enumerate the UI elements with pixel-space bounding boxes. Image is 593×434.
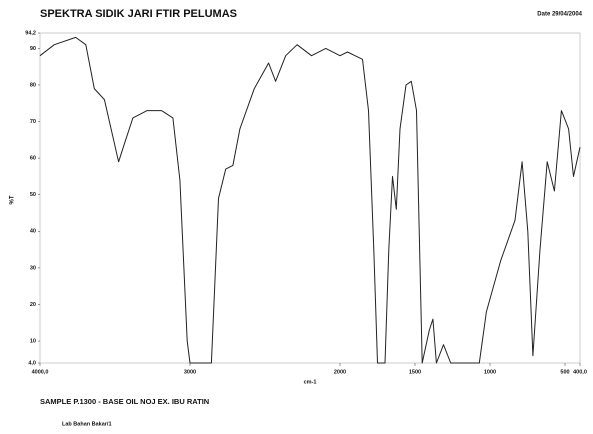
x-tick-label: 400,0 xyxy=(573,369,587,375)
x-tick-label: 3000 xyxy=(184,369,196,375)
y-tick-label: 40 xyxy=(30,229,36,235)
x-tick-label: 500 xyxy=(560,369,569,375)
y-axis-label: %T xyxy=(10,195,16,204)
y-tick-label: 4,0 xyxy=(28,360,36,366)
y-tick-label: 20 xyxy=(30,302,36,308)
y-tick-label: 70 xyxy=(30,119,36,125)
y-tick-label: 94,2 xyxy=(25,30,36,36)
chart-title: SPEKTRA SIDIK JARI FTIR PELUMAS xyxy=(40,8,237,20)
x-tick-label: 1500 xyxy=(409,369,421,375)
x-tick-label: 4000,0 xyxy=(32,369,49,375)
y-tick-label: 90 xyxy=(30,46,36,52)
lab-label: Lab Bahan Bakar/1 xyxy=(62,421,112,427)
y-tick-label: 30 xyxy=(30,265,36,271)
spectrum-line xyxy=(39,36,581,364)
sample-label: SAMPLE P.1300 - BASE OIL NOJ EX. IBU RAT… xyxy=(40,397,209,406)
x-tick-label: 1000 xyxy=(484,369,496,375)
y-tick-label: 80 xyxy=(30,82,36,88)
date: Date 29/04/2004 xyxy=(537,12,582,18)
y-tick-label: 60 xyxy=(30,156,36,162)
y-tick-label: 50 xyxy=(30,192,36,198)
x-axis-label: cm-1 xyxy=(304,379,317,385)
plot-frame xyxy=(39,32,581,364)
x-tick-label: 2000 xyxy=(334,369,346,375)
y-tick-label: 10 xyxy=(30,339,36,345)
